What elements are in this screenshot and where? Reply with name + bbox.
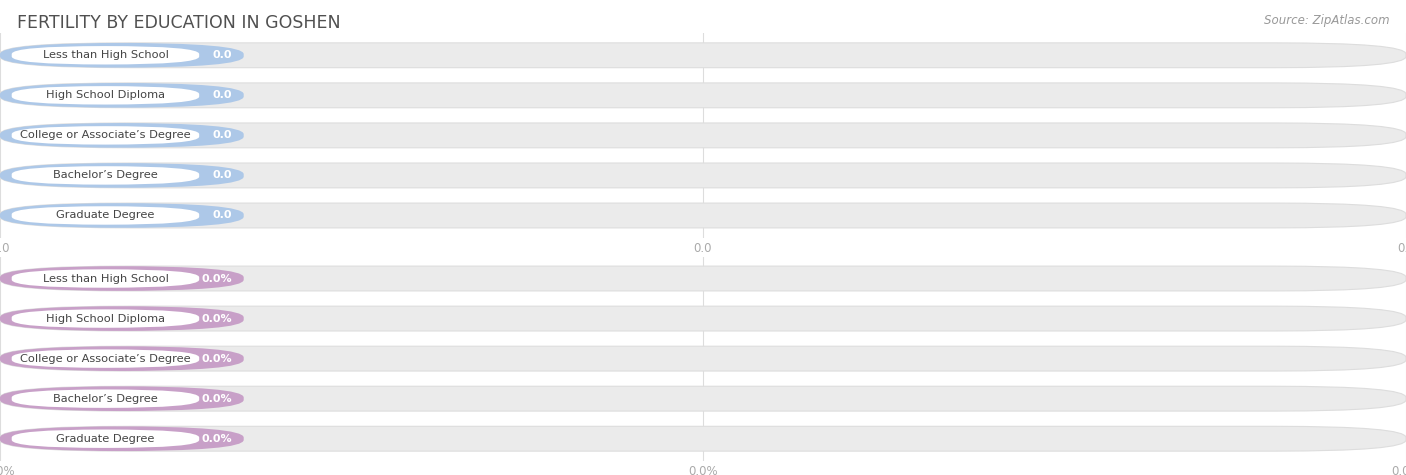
FancyBboxPatch shape	[11, 390, 200, 408]
Text: Less than High School: Less than High School	[42, 274, 169, 284]
Text: 0.0: 0.0	[212, 171, 232, 180]
FancyBboxPatch shape	[0, 43, 243, 68]
Text: FERTILITY BY EDUCATION IN GOSHEN: FERTILITY BY EDUCATION IN GOSHEN	[17, 14, 340, 32]
FancyBboxPatch shape	[0, 203, 243, 228]
Text: 0.0: 0.0	[212, 50, 232, 60]
FancyBboxPatch shape	[0, 306, 243, 331]
Text: 0.0: 0.0	[212, 90, 232, 100]
FancyBboxPatch shape	[0, 163, 1406, 188]
Text: 0.0%: 0.0%	[201, 353, 232, 364]
FancyBboxPatch shape	[0, 43, 1406, 68]
FancyBboxPatch shape	[11, 166, 200, 185]
Text: 0.0: 0.0	[212, 210, 232, 220]
Text: 0.0: 0.0	[212, 130, 232, 141]
Text: Source: ZipAtlas.com: Source: ZipAtlas.com	[1264, 14, 1389, 27]
Text: Less than High School: Less than High School	[42, 50, 169, 60]
FancyBboxPatch shape	[11, 206, 200, 225]
FancyBboxPatch shape	[0, 346, 243, 371]
Text: Graduate Degree: Graduate Degree	[56, 434, 155, 444]
FancyBboxPatch shape	[0, 83, 1406, 108]
FancyBboxPatch shape	[11, 46, 200, 65]
FancyBboxPatch shape	[0, 346, 1406, 371]
Text: Graduate Degree: Graduate Degree	[56, 210, 155, 220]
Text: High School Diploma: High School Diploma	[46, 90, 165, 100]
Text: 0.0%: 0.0%	[201, 394, 232, 404]
FancyBboxPatch shape	[0, 266, 243, 291]
FancyBboxPatch shape	[11, 126, 200, 144]
FancyBboxPatch shape	[11, 269, 200, 288]
FancyBboxPatch shape	[11, 429, 200, 448]
FancyBboxPatch shape	[0, 386, 1406, 411]
FancyBboxPatch shape	[0, 83, 243, 108]
FancyBboxPatch shape	[0, 426, 243, 451]
Text: 0.0%: 0.0%	[201, 274, 232, 284]
Text: College or Associate’s Degree: College or Associate’s Degree	[20, 353, 191, 364]
FancyBboxPatch shape	[0, 203, 1406, 228]
Text: 0.0%: 0.0%	[201, 314, 232, 323]
FancyBboxPatch shape	[0, 386, 243, 411]
FancyBboxPatch shape	[0, 266, 1406, 291]
FancyBboxPatch shape	[0, 123, 243, 148]
FancyBboxPatch shape	[0, 426, 1406, 451]
FancyBboxPatch shape	[0, 306, 1406, 331]
Text: High School Diploma: High School Diploma	[46, 314, 165, 323]
FancyBboxPatch shape	[11, 86, 200, 104]
FancyBboxPatch shape	[0, 163, 243, 188]
FancyBboxPatch shape	[11, 350, 200, 368]
Text: Bachelor’s Degree: Bachelor’s Degree	[53, 171, 157, 180]
Text: College or Associate’s Degree: College or Associate’s Degree	[20, 130, 191, 141]
FancyBboxPatch shape	[11, 309, 200, 328]
Text: 0.0%: 0.0%	[201, 434, 232, 444]
Text: Bachelor’s Degree: Bachelor’s Degree	[53, 394, 157, 404]
FancyBboxPatch shape	[0, 123, 1406, 148]
